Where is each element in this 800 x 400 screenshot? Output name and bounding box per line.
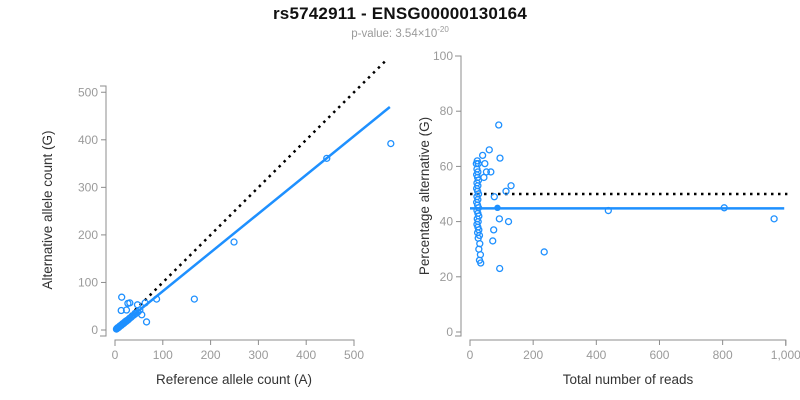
data-point — [131, 309, 139, 318]
data-point — [387, 139, 395, 148]
x-tick-label: 400 — [296, 348, 316, 362]
y-tick-label: 0 — [446, 325, 453, 339]
y-tick-label: 500 — [78, 85, 98, 99]
x-axis: 0 100 200 300 400 500 — [112, 339, 364, 362]
data-point — [490, 193, 498, 201]
data-point — [487, 168, 495, 176]
data-point — [489, 237, 497, 245]
y-tick-label: 200 — [78, 228, 98, 242]
y-axis: 0 20 40 60 80 100 — [433, 49, 462, 339]
pvalue-exponent: -20 — [437, 25, 449, 34]
y-tick-label: 300 — [78, 180, 98, 194]
fit-anchor-point — [494, 204, 501, 211]
x-axis-title: Reference allele count (A) — [156, 372, 312, 387]
data-point — [481, 159, 489, 168]
data-point — [504, 217, 513, 226]
x-axis: 0 200 400 600 800 1,000 — [467, 339, 800, 362]
data-point — [495, 121, 503, 129]
data-point — [502, 187, 510, 195]
y-axis-title: Percentage alternative (G) — [417, 117, 432, 275]
data-point — [230, 238, 238, 246]
y-axis-title: Alternative allele count (G) — [40, 130, 55, 289]
data-point — [122, 306, 131, 314]
y-tick-label: 400 — [78, 133, 98, 147]
data-point — [152, 295, 161, 303]
figure-subtitle: p-value: 3.54×10-20 — [0, 25, 800, 40]
data-point — [142, 318, 151, 326]
x-tick-label: 400 — [586, 348, 606, 362]
data-point — [323, 154, 331, 162]
x-tick-label: 300 — [248, 348, 268, 362]
data-point — [118, 293, 126, 301]
x-tick-label: 800 — [713, 348, 733, 362]
data-point — [507, 182, 515, 190]
y-axis-line — [455, 55, 462, 337]
data-points — [112, 139, 395, 333]
figure-title: rs5742911 - ENSG00000130164 — [272, 4, 527, 23]
x-tick-label: 0 — [467, 348, 474, 362]
data-point — [138, 311, 146, 319]
x-tick-label: 200 — [201, 348, 221, 362]
data-point — [141, 299, 149, 307]
data-point — [485, 146, 493, 154]
data-point — [477, 259, 485, 267]
data-point — [190, 295, 198, 303]
data-point — [496, 154, 504, 162]
data-point — [604, 206, 612, 215]
left-scatter-panel: 0 100 200 300 400 500 Reference allele count (… — [40, 59, 395, 387]
fit-line — [114, 106, 391, 331]
x-axis-title: Total number of reads — [563, 372, 694, 387]
x-tick-label: 200 — [523, 348, 543, 362]
y-tick-label: 40 — [440, 215, 454, 229]
y-tick-label: 100 — [78, 275, 98, 289]
data-point — [117, 306, 125, 315]
data-point — [133, 301, 142, 309]
x-tick-label: 600 — [649, 348, 669, 362]
data-point — [540, 248, 548, 256]
x-axis-line — [469, 339, 787, 346]
data-point — [126, 299, 134, 307]
x-tick-label: 1,000 — [771, 348, 800, 362]
data-point — [720, 204, 728, 212]
x-tick-label: 100 — [153, 348, 173, 362]
y-axis-line — [100, 85, 107, 337]
identity-line — [114, 59, 387, 331]
data-point — [478, 151, 487, 160]
data-point — [495, 215, 504, 223]
data-point — [770, 215, 778, 223]
y-tick-label: 0 — [91, 323, 98, 337]
data-points — [472, 121, 778, 273]
x-axis-line — [114, 339, 355, 346]
data-point — [496, 264, 504, 273]
data-point — [490, 226, 498, 234]
y-axis: 0 100 200 300 400 500 — [78, 85, 107, 337]
pvalue-text: p-value: 3.54×10 — [351, 27, 438, 40]
y-tick-label: 60 — [440, 159, 454, 173]
data-point — [482, 168, 491, 176]
x-tick-label: 500 — [344, 348, 364, 362]
y-tick-label: 80 — [440, 104, 454, 118]
y-tick-label: 20 — [440, 270, 454, 284]
y-tick-label: 100 — [433, 49, 453, 63]
x-tick-label: 0 — [112, 348, 119, 362]
